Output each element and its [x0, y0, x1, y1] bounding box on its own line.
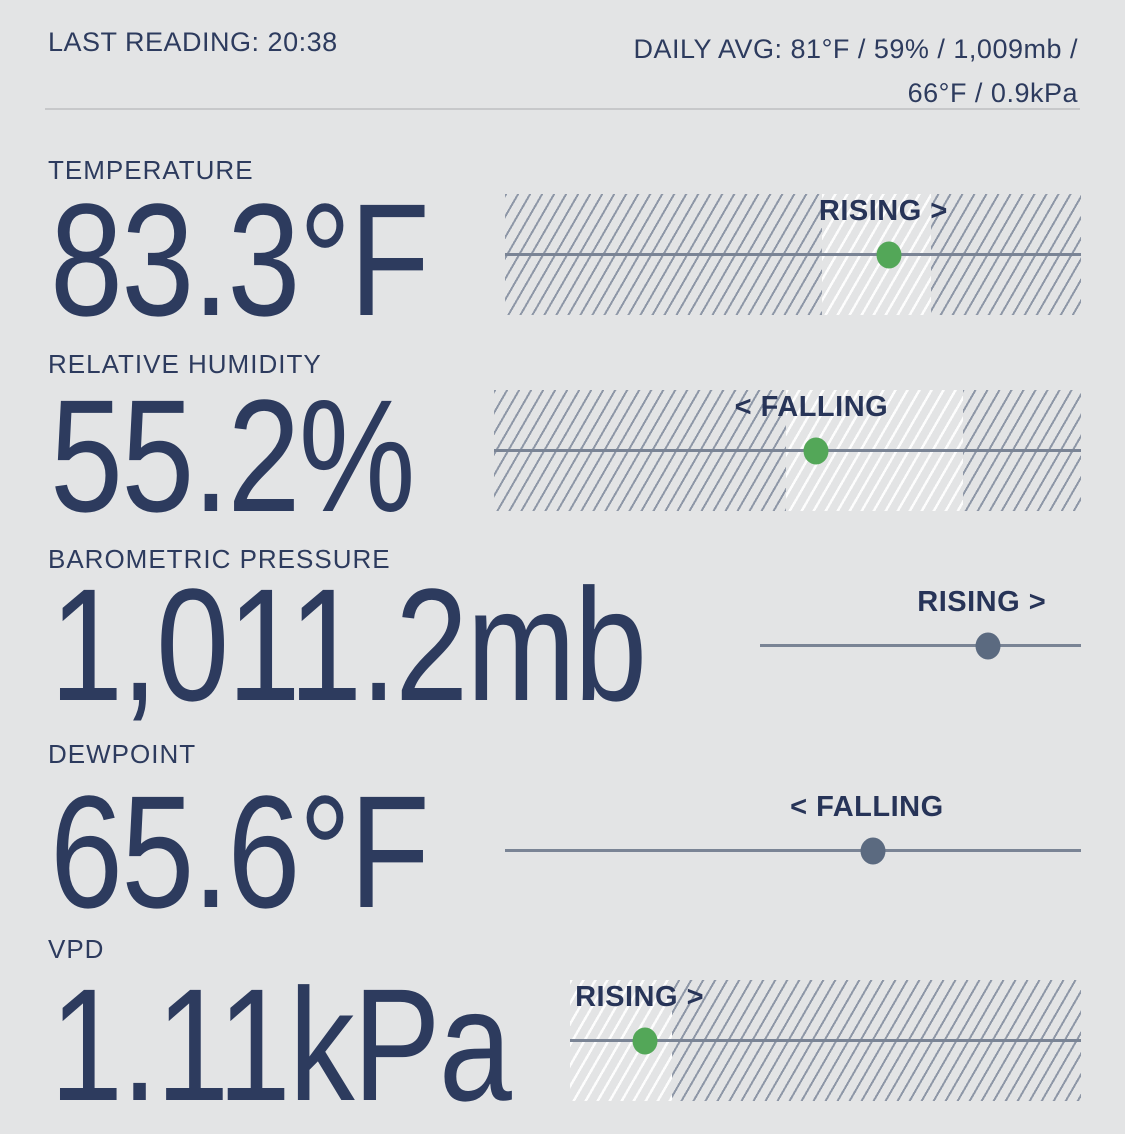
- pressure-trend-label: RISING >: [917, 586, 1047, 618]
- humidity-value: 55.2%: [50, 366, 415, 545]
- vpd-gauge-dot: [632, 1027, 658, 1054]
- temperature-trend-label: RISING >: [818, 195, 948, 227]
- temperature-label: TEMPERATURE: [48, 155, 254, 185]
- daily-avg-line1: DAILY AVG: 81°F / 59% / 1,009mb /: [633, 34, 1078, 64]
- dewpoint-label: DEWPOINT: [48, 739, 197, 769]
- gauge-track: [494, 449, 1081, 452]
- vpd-trend-gauge: RISING >: [570, 980, 1081, 1101]
- humidity-label: RELATIVE HUMIDITY: [48, 349, 322, 379]
- temperature-value: 83.3°F: [50, 170, 430, 349]
- humidity-trend-gauge: < FALLING: [494, 390, 1081, 511]
- temperature-trend-gauge: RISING >: [505, 194, 1081, 315]
- vpd-value: 1.11kPa: [50, 955, 512, 1134]
- gauge-track: [760, 644, 1081, 647]
- gauge-track: [505, 849, 1081, 852]
- humidity-gauge-dot: [803, 437, 829, 464]
- humidity-trend-label: < FALLING: [734, 391, 889, 423]
- gauge-track: [505, 253, 1081, 256]
- daily-avg-line2: 66°F / 0.9kPa: [907, 78, 1078, 108]
- dewpoint-trend-gauge: < FALLING: [505, 790, 1081, 911]
- gauge-track: [570, 1039, 1081, 1042]
- pressure-gauge-dot: [975, 632, 1001, 659]
- temperature-gauge-dot: [876, 241, 902, 268]
- pressure-value: 1,011.2mb: [50, 555, 647, 734]
- dewpoint-gauge-dot: [860, 837, 886, 864]
- vpd-trend-label: RISING >: [575, 981, 705, 1013]
- pressure-trend-gauge: RISING >: [760, 585, 1081, 706]
- last-reading-text: LAST READING: 20:38: [48, 27, 338, 57]
- dewpoint-trend-label: < FALLING: [790, 791, 944, 823]
- pressure-label: BAROMETRIC PRESSURE: [48, 544, 391, 574]
- daily-avg-text: DAILY AVG: 81°F / 59% / 1,009mb / 66°F /…: [633, 27, 1078, 115]
- vpd-label: VPD: [48, 934, 105, 964]
- dewpoint-value: 65.6°F: [50, 762, 430, 941]
- header-divider: [45, 108, 1080, 110]
